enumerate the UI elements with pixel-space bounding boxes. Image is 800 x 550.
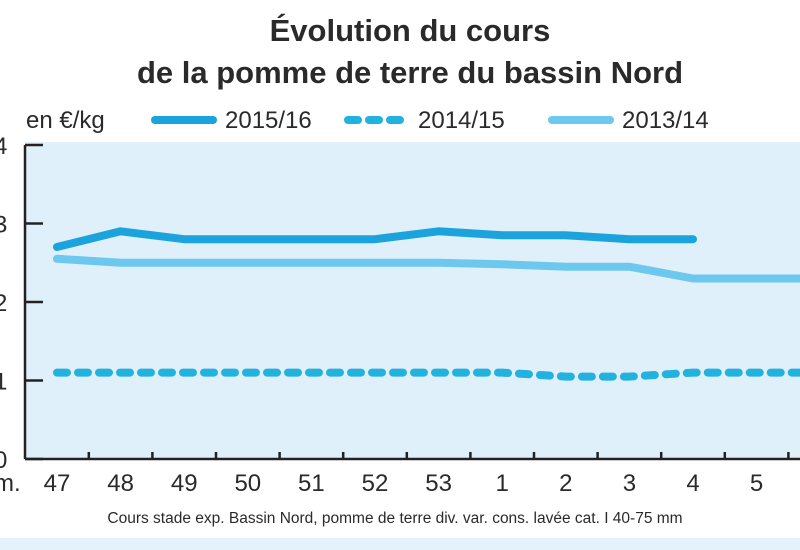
x-tick-label: 49: [171, 470, 198, 497]
plot-background: [25, 142, 800, 459]
x-tick-label: 4: [686, 470, 699, 497]
legend-label: 2014/15: [418, 107, 505, 134]
x-tick-label: 50: [234, 470, 261, 497]
x-tick-label: 5: [750, 470, 763, 497]
x-tick-label: 53: [425, 470, 452, 497]
bottom-band: [0, 538, 800, 550]
x-tick-label: 3: [623, 470, 636, 497]
x-tick-label: 51: [298, 470, 325, 497]
legend-label: 2013/14: [622, 107, 709, 134]
x-axis-label: m.: [0, 470, 21, 497]
x-tick-label: 48: [107, 470, 134, 497]
chart-title-line2: de la pomme de terre du bassin Nord: [137, 55, 683, 90]
y-tick-label: 0: [0, 447, 7, 474]
x-tick-label: 47: [44, 470, 71, 497]
x-tick-label: 52: [362, 470, 389, 497]
footnote: Cours stade exp. Bassin Nord, pomme de t…: [107, 510, 682, 527]
chart-title-line1: Évolution du cours: [270, 13, 551, 48]
y-tick-label: 1: [0, 369, 7, 396]
y-tick-label: 4: [0, 133, 7, 160]
y-axis-unit-label: en €/kg: [26, 107, 105, 134]
legend-label: 2015/16: [225, 107, 312, 134]
x-tick-label: 2: [559, 470, 572, 497]
y-tick-label: 2: [0, 290, 7, 317]
y-tick-label: 3: [0, 212, 7, 239]
x-tick-label: 1: [496, 470, 509, 497]
